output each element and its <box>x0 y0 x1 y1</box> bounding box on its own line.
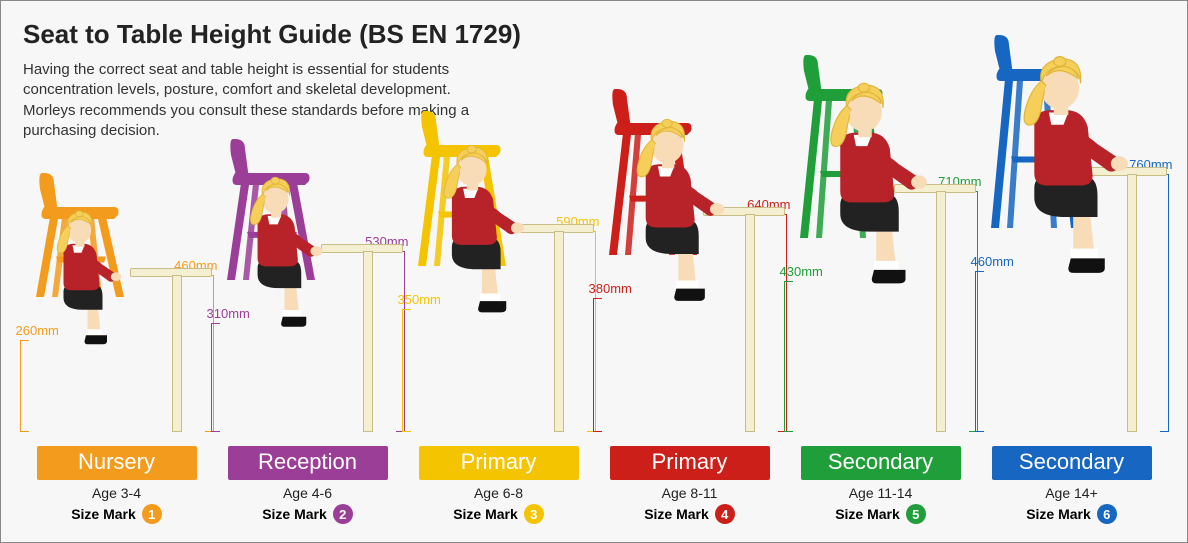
stage-badge: Secondary <box>801 446 961 480</box>
seat-height-bracket <box>402 309 411 432</box>
size-mark-label: Size Mark 2 <box>262 504 353 524</box>
stage-badge: Secondary <box>992 446 1152 480</box>
student-icon <box>229 176 330 331</box>
size-mark-label: Size Mark 5 <box>835 504 926 524</box>
age-range-label: Age 11-14 <box>849 485 913 501</box>
seat-height-bracket <box>784 281 793 432</box>
figure-illustration: 380mm 640mm <box>595 136 785 432</box>
desk-leg <box>936 191 946 432</box>
size-cell: 310mm 530mm <box>212 173 403 524</box>
size-mark-circle: 3 <box>524 504 544 524</box>
seat-height-bracket <box>975 271 984 432</box>
desk-leg <box>745 214 755 432</box>
student-icon <box>38 209 128 348</box>
age-range-label: Age 4-6 <box>283 485 332 501</box>
size-mark-label: Size Mark 6 <box>1026 504 1117 524</box>
size-mark-circle: 5 <box>906 504 926 524</box>
size-cell: 350mm 590mm <box>403 153 594 524</box>
size-mark-label: Size Mark 4 <box>644 504 735 524</box>
size-mark-circle: 6 <box>1097 504 1117 524</box>
age-range-label: Age 3-4 <box>92 485 141 501</box>
size-row: 260mm 460mm <box>21 73 1167 524</box>
stage-badge: Reception <box>228 446 388 480</box>
size-cell: 260mm 460mm <box>21 197 212 524</box>
guide-frame: Seat to Table Height Guide (BS EN 1729) … <box>0 0 1188 543</box>
stage-badge: Primary <box>419 446 579 480</box>
student-icon <box>611 117 733 306</box>
student-icon <box>420 144 533 317</box>
desk-leg <box>554 231 564 432</box>
size-mark-circle: 4 <box>715 504 735 524</box>
seat-height-bracket <box>20 340 29 432</box>
age-range-label: Age 8-11 <box>662 485 718 501</box>
seat-height-bracket <box>211 323 220 432</box>
stage-badge: Primary <box>610 446 770 480</box>
size-mark-circle: 2 <box>333 504 353 524</box>
student-icon <box>802 81 937 289</box>
size-cell: 460mm 760mm <box>976 96 1167 524</box>
figure-illustration: 430mm 710mm <box>786 113 976 432</box>
figure-illustration: 460mm 760mm <box>977 96 1167 432</box>
age-range-label: Age 14+ <box>1045 485 1098 501</box>
figure-illustration: 260mm 460mm <box>22 197 212 432</box>
size-mark-label: Size Mark 3 <box>453 504 544 524</box>
student-icon <box>993 54 1139 279</box>
seat-height-bracket <box>593 298 602 432</box>
stage-badge: Nursery <box>37 446 197 480</box>
figure-illustration: 310mm 530mm <box>213 173 403 432</box>
age-range-label: Age 6-8 <box>474 485 523 501</box>
desk-leg <box>172 275 182 432</box>
size-cell: 380mm 640mm <box>594 136 785 524</box>
figure-illustration: 350mm 590mm <box>404 153 594 432</box>
size-mark-circle: 1 <box>142 504 162 524</box>
size-mark-label: Size Mark 1 <box>71 504 162 524</box>
size-cell: 430mm 710mm <box>785 113 976 524</box>
table-height-bracket <box>1160 174 1169 432</box>
desk-leg <box>363 251 373 432</box>
